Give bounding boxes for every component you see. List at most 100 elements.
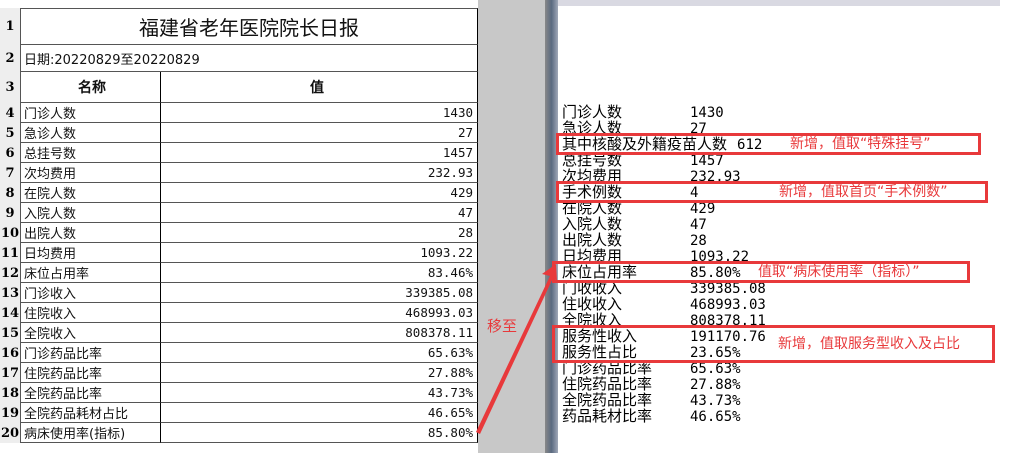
preview-item: 床位占用率 85.80% — [562, 263, 766, 281]
cell-value[interactable]: 47 — [161, 203, 478, 223]
preview-item-name: 全院收入 — [562, 311, 623, 329]
row-number[interactable]: 20 — [0, 423, 20, 443]
preview-item-value: 429 — [690, 201, 716, 217]
preview-item-value: 65.63% — [690, 361, 741, 377]
cell-name[interactable]: 住院收入 — [20, 303, 161, 323]
preview-item-name: 住院药品比率 — [562, 375, 653, 393]
preview-item: 总挂号数 1457 — [562, 151, 766, 169]
preview-item-name: 急诊人数 — [562, 119, 623, 137]
row-number[interactable]: 2 — [0, 45, 20, 72]
preview-item: 其中核酸及外籍疫苗人数 612 — [562, 135, 766, 153]
row-number[interactable]: 12 — [0, 263, 20, 283]
preview-item-value: 1430 — [690, 105, 724, 121]
cell-name[interactable]: 总挂号数 — [20, 143, 161, 163]
preview-item-value: 191170.76 — [690, 329, 766, 345]
preview-panel — [558, 0, 1000, 453]
cell-name[interactable]: 全院药品耗材占比 — [20, 403, 161, 423]
cell-value[interactable]: 27.88% — [161, 363, 478, 383]
row-number[interactable]: 15 — [0, 323, 20, 343]
sheet-gray-area — [478, 0, 545, 453]
preview-item: 全院药品比率 43.73% — [562, 391, 766, 409]
row-number[interactable]: 8 — [0, 183, 20, 203]
row-number[interactable]: 3 — [0, 72, 20, 103]
row-number[interactable]: 6 — [0, 143, 20, 163]
preview-item-name: 手术例数 — [562, 183, 623, 201]
header-name[interactable]: 名称 — [20, 72, 161, 103]
preview-item: 住院药品比率 27.88% — [562, 375, 766, 393]
highlight-box-surgery — [556, 181, 988, 203]
preview-item-name: 日均费用 — [562, 247, 623, 265]
preview-item-name: 服务性收入 — [562, 327, 638, 345]
cell-name[interactable]: 入院人数 — [20, 203, 161, 223]
preview-item-value: 4 — [690, 185, 699, 201]
row-number[interactable]: 17 — [0, 363, 20, 383]
cell-value[interactable]: 28 — [161, 223, 478, 243]
preview-item-name: 其中核酸及外籍疫苗人数 — [562, 135, 728, 153]
cell-value[interactable]: 232.93 — [161, 163, 478, 183]
preview-item-value: 339385.08 — [690, 281, 766, 297]
cell-value[interactable]: 1093.22 — [161, 243, 478, 263]
cell-name[interactable]: 全院药品比率 — [20, 383, 161, 403]
cell-value[interactable]: 46.65% — [161, 403, 478, 423]
header-value[interactable]: 值 — [161, 72, 478, 103]
cell-name[interactable]: 出院人数 — [20, 223, 161, 243]
row-number[interactable]: 7 — [0, 163, 20, 183]
row-number[interactable]: 5 — [0, 123, 20, 143]
row-number[interactable]: 14 — [0, 303, 20, 323]
preview-item-name: 在院人数 — [562, 199, 623, 217]
spreadsheet: 1 福建省老年医院院长日报 2 日期:20220829至20220829 3 名… — [0, 0, 478, 453]
cell-value[interactable]: 1430 — [161, 103, 478, 123]
preview-item: 服务性收入 191170.76 — [562, 327, 766, 345]
preview-item-value: 612 — [737, 137, 763, 153]
cell-value[interactable]: 85.80% — [161, 423, 478, 443]
preview-item: 门诊药品比率 65.63% — [562, 359, 766, 377]
highlight-box-service-income — [552, 325, 995, 363]
cell-name[interactable]: 门诊收入 — [20, 283, 161, 303]
cell-name[interactable]: 病床使用率(指标) — [20, 423, 161, 443]
preview-item-name: 床位占用率 — [562, 263, 638, 281]
cell-value[interactable]: 808378.11 — [161, 323, 478, 343]
cell-name[interactable]: 门诊药品比率 — [20, 343, 161, 363]
cell-name[interactable]: 次均费用 — [20, 163, 161, 183]
cell-value[interactable]: 43.73% — [161, 383, 478, 403]
row-number[interactable]: 1 — [0, 8, 20, 45]
preview-item: 门收收入 339385.08 — [562, 280, 766, 297]
row-number[interactable]: 11 — [0, 243, 20, 263]
cell-name[interactable]: 门诊人数 — [20, 103, 161, 123]
row-number[interactable]: 4 — [0, 103, 20, 123]
cell-value[interactable]: 429 — [161, 183, 478, 203]
cell-value[interactable]: 65.63% — [161, 343, 478, 363]
preview-item: 出院人数 28 — [562, 232, 766, 249]
row-number[interactable]: 9 — [0, 203, 20, 223]
preview-item: 服务性占比 23.65% — [562, 344, 766, 361]
cell-name[interactable]: 床位占用率 — [20, 263, 161, 283]
cell-value[interactable]: 1457 — [161, 143, 478, 163]
cell-value[interactable]: 339385.08 — [161, 283, 478, 303]
preview-item-name: 总挂号数 — [562, 151, 623, 169]
cell-name[interactable]: 全院收入 — [20, 323, 161, 343]
cell-name[interactable]: 日均费用 — [20, 243, 161, 263]
preview-list: 门诊人数 1430 急诊人数 27 其中核酸及外籍疫苗人数 612 总挂号数 1457 次均费用… — [562, 104, 766, 425]
preview-item-name: 住收收入 — [562, 295, 623, 313]
row-number[interactable]: 13 — [0, 283, 20, 303]
preview-item-value: 27.88% — [690, 377, 741, 393]
cell-value[interactable]: 27 — [161, 123, 478, 143]
cell-value[interactable]: 83.46% — [161, 263, 478, 283]
date-range[interactable]: 日期:20220829至20220829 — [20, 45, 478, 72]
row-number[interactable]: 19 — [0, 403, 20, 423]
preview-item: 手术例数 4 — [562, 183, 766, 201]
preview-item-name: 门诊药品比率 — [562, 359, 653, 377]
move-to-label: 移至 — [487, 317, 518, 335]
cell-name[interactable]: 在院人数 — [20, 183, 161, 203]
row-number[interactable]: 10 — [0, 223, 20, 243]
preview-item-value: 85.80% — [690, 265, 741, 281]
row-number[interactable]: 18 — [0, 383, 20, 403]
cell-name[interactable]: 住院药品比率 — [20, 363, 161, 383]
preview-item-name: 全院药品比率 — [562, 391, 653, 409]
preview-item-value: 46.65% — [690, 409, 741, 425]
cell-value[interactable]: 468993.03 — [161, 303, 478, 323]
report-title[interactable]: 福建省老年医院院长日报 — [20, 8, 478, 45]
cell-name[interactable]: 急诊人数 — [20, 123, 161, 143]
row-number[interactable]: 16 — [0, 343, 20, 363]
annotation-note: 值取“病床使用率（指标）” — [758, 264, 920, 280]
